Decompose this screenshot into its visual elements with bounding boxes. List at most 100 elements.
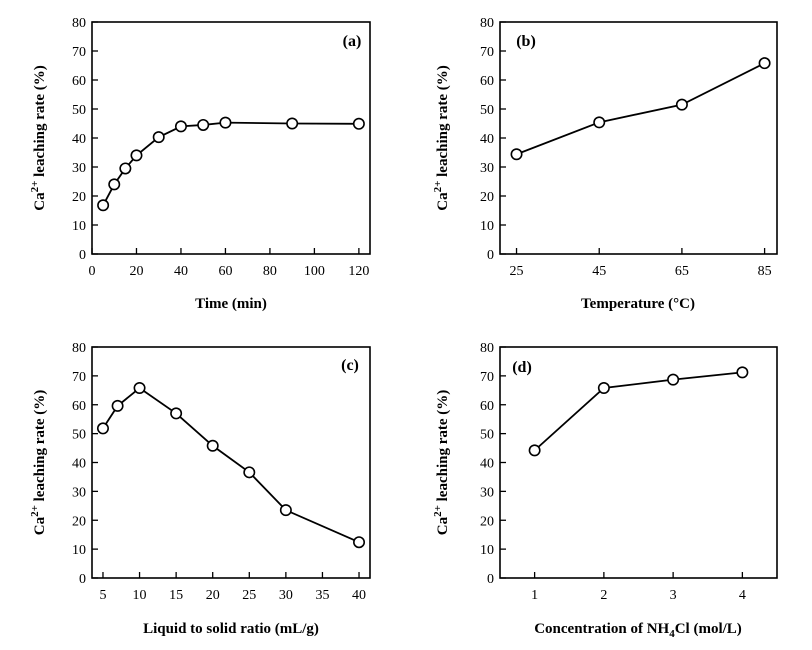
data-point bbox=[119, 162, 132, 175]
y-tick-label: 60 bbox=[72, 74, 86, 89]
x-tick-label: 35 bbox=[315, 588, 329, 603]
data-point bbox=[352, 117, 365, 130]
y-axis-title: Ca2+ leaching rate (%) bbox=[432, 390, 451, 536]
data-point bbox=[174, 120, 187, 133]
data-point bbox=[279, 504, 292, 517]
y-tick-label: 20 bbox=[480, 190, 494, 205]
x-tick-label: 20 bbox=[206, 588, 220, 603]
data-point bbox=[96, 422, 109, 435]
x-tick-label: 4 bbox=[739, 588, 746, 603]
y-tick-label: 40 bbox=[480, 132, 494, 147]
chart-panel-d: 0 10 20 30 40 50 60 70 80 1 2 3 4 (d) Concentration of… bbox=[432, 341, 778, 640]
chart-panel-c: 0 10 20 30 40 50 60 70 80 5 10 15 20 25 30 35 40 (c) Liqui… bbox=[29, 341, 371, 637]
y-tick-label: 0 bbox=[79, 248, 86, 263]
data-point bbox=[510, 148, 523, 161]
x-tick-label: 100 bbox=[304, 264, 325, 279]
x-tick-label: 85 bbox=[758, 264, 772, 279]
data-point bbox=[206, 439, 219, 452]
y-tick-label: 70 bbox=[480, 370, 494, 385]
y-tick-label: 60 bbox=[72, 399, 86, 414]
panel-label: (c) bbox=[341, 357, 359, 374]
data-point bbox=[597, 382, 610, 395]
y-axis-title: Ca2+ leaching rate (%) bbox=[29, 65, 48, 211]
y-tick-label: 70 bbox=[72, 370, 86, 385]
y-tick-label: 20 bbox=[480, 514, 494, 529]
x-tick-label: 40 bbox=[174, 264, 188, 279]
y-tick-label: 20 bbox=[72, 514, 86, 529]
y-tick-label: 80 bbox=[480, 341, 494, 356]
plot-frame bbox=[91, 21, 371, 255]
y-tick-label: 80 bbox=[480, 16, 494, 31]
series-line bbox=[516, 62, 766, 156]
data-point bbox=[152, 131, 165, 144]
data-point bbox=[286, 117, 299, 130]
x-tick-label: 0 bbox=[89, 264, 96, 279]
y-tick-label: 10 bbox=[480, 219, 494, 234]
plot-frame bbox=[499, 21, 778, 255]
plot-frame bbox=[499, 346, 778, 579]
x-tick-label: 5 bbox=[99, 588, 106, 603]
y-tick-label: 80 bbox=[72, 341, 86, 356]
x-tick-label: 80 bbox=[263, 264, 277, 279]
panel-label: (a) bbox=[343, 33, 362, 50]
panel-label: (b) bbox=[516, 33, 536, 50]
y-tick-label: 0 bbox=[79, 572, 86, 587]
y-tick-label: 70 bbox=[72, 45, 86, 60]
series-line bbox=[102, 121, 359, 206]
data-point bbox=[667, 373, 680, 386]
x-tick-label: 25 bbox=[510, 264, 524, 279]
data-point bbox=[528, 444, 541, 457]
y-tick-label: 10 bbox=[72, 543, 86, 558]
y-tick-label: 60 bbox=[480, 399, 494, 414]
y-axis-title: Ca2+ leaching rate (%) bbox=[29, 390, 48, 536]
y-tick-label: 80 bbox=[72, 16, 86, 31]
y-tick-label: 30 bbox=[72, 161, 86, 176]
x-tick-label: 3 bbox=[670, 588, 677, 603]
x-tick-label: 40 bbox=[352, 588, 366, 603]
data-point bbox=[133, 382, 146, 395]
data-point bbox=[243, 466, 256, 479]
y-tick-label: 50 bbox=[72, 103, 86, 118]
x-tick-label: 20 bbox=[129, 264, 143, 279]
y-tick-label: 40 bbox=[480, 457, 494, 472]
y-tick-label: 40 bbox=[72, 132, 86, 147]
y-tick-label: 20 bbox=[72, 190, 86, 205]
data-point bbox=[97, 199, 110, 212]
y-tick-label: 50 bbox=[480, 103, 494, 118]
x-tick-label: 10 bbox=[133, 588, 147, 603]
data-point bbox=[353, 536, 366, 549]
data-point bbox=[758, 57, 771, 70]
y-axis-title: Ca2+ leaching rate (%) bbox=[432, 65, 451, 211]
series-line bbox=[102, 386, 360, 544]
x-tick-label: 45 bbox=[592, 264, 606, 279]
panel-label: (d) bbox=[512, 359, 532, 376]
y-tick-label: 30 bbox=[72, 485, 86, 500]
y-tick-label: 40 bbox=[72, 457, 86, 472]
data-point bbox=[593, 116, 606, 129]
y-tick-label: 50 bbox=[72, 428, 86, 443]
series-line bbox=[534, 371, 743, 452]
y-tick-label: 70 bbox=[480, 45, 494, 60]
x-axis-title: Time (min) bbox=[195, 296, 267, 312]
x-tick-label: 15 bbox=[169, 588, 183, 603]
y-tick-label: 10 bbox=[72, 219, 86, 234]
x-axis-title: Concentration of NH4Cl (mol/L) bbox=[534, 621, 742, 640]
data-point bbox=[219, 116, 232, 129]
plot-frame bbox=[91, 346, 371, 579]
y-tick-label: 30 bbox=[480, 161, 494, 176]
y-tick-label: 30 bbox=[480, 485, 494, 500]
x-tick-label: 120 bbox=[348, 264, 369, 279]
x-tick-label: 2 bbox=[600, 588, 607, 603]
x-tick-label: 25 bbox=[242, 588, 256, 603]
chart-panel-a: 0 10 20 30 40 50 60 70 80 0 20 40 60 80 100 120 (a) Time … bbox=[29, 16, 371, 312]
x-tick-label: 60 bbox=[218, 264, 232, 279]
data-point bbox=[170, 407, 183, 420]
y-tick-label: 10 bbox=[480, 543, 494, 558]
x-tick-label: 65 bbox=[675, 264, 689, 279]
y-tick-label: 60 bbox=[480, 74, 494, 89]
y-tick-label: 50 bbox=[480, 428, 494, 443]
x-tick-label: 30 bbox=[279, 588, 293, 603]
chart-panel-b: 0 10 20 30 40 50 60 70 80 25 45 65 85 (b) Temperature … bbox=[432, 16, 778, 312]
data-point bbox=[108, 178, 121, 191]
